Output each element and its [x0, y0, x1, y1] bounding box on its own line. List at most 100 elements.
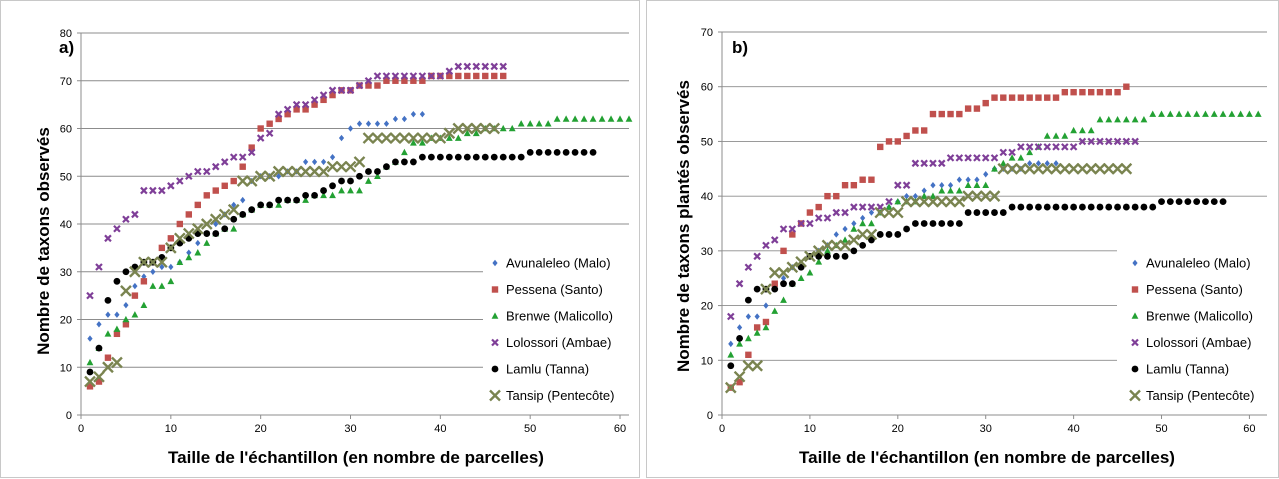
x-axis-title-a: Taille de l'échantillon (en nombre de pa…: [168, 448, 544, 467]
data-point: [868, 236, 875, 244]
data-point: [301, 100, 310, 109]
data-point: [149, 186, 157, 195]
data-point: [955, 187, 963, 194]
data-point: [436, 153, 444, 161]
data-point: [991, 209, 998, 216]
data-point: [1113, 137, 1122, 146]
series-pessena: [86, 72, 507, 390]
data-point: [1026, 203, 1034, 211]
data-point: [120, 285, 132, 297]
data-point: [736, 340, 743, 347]
data-point: [894, 198, 902, 205]
data-point: [920, 127, 928, 134]
data-point: [446, 72, 453, 80]
data-point: [1184, 110, 1192, 117]
data-point: [200, 218, 213, 230]
data-point: [123, 301, 129, 309]
data-point: [302, 196, 309, 203]
data-point: [401, 77, 408, 84]
data-point: [185, 172, 193, 181]
data-point: [302, 158, 309, 166]
data-point: [911, 220, 919, 227]
data-point: [806, 269, 814, 276]
data-point: [122, 315, 130, 323]
data-point: [93, 370, 105, 383]
data-point: [443, 127, 456, 140]
data-point: [1008, 154, 1016, 161]
data-point: [859, 241, 867, 249]
data-point: [132, 282, 138, 290]
chart-panel-a: 0 10 20 30 40 50 60 70 80 0 10 20 30 40 50 60 Avunalele…: [0, 0, 640, 478]
data-point: [371, 132, 384, 144]
data-point: [1087, 88, 1095, 96]
data-point: [885, 203, 893, 210]
data-point: [158, 186, 166, 195]
data-point: [338, 177, 345, 185]
data-point: [517, 120, 525, 127]
data-point: [589, 148, 597, 156]
data-point: [248, 144, 255, 151]
data-point: [176, 258, 184, 265]
data-point: [1158, 198, 1165, 206]
data-point: [1006, 162, 1018, 175]
data-point: [964, 154, 972, 162]
legend-marker: [491, 312, 499, 319]
legend-marker: [1131, 338, 1139, 347]
data-point: [763, 302, 769, 309]
data-point: [1246, 110, 1253, 117]
x-tick-label: 50: [1155, 423, 1167, 435]
data-point: [452, 122, 465, 135]
data-point: [744, 296, 752, 304]
data-point: [211, 162, 220, 171]
y-tick-label: 70: [701, 27, 713, 39]
data-point: [472, 129, 480, 137]
data-point: [571, 148, 579, 156]
data-point: [956, 110, 963, 118]
data-point: [947, 187, 954, 194]
data-point: [841, 236, 849, 243]
data-point: [418, 72, 427, 80]
legend-item: Brenwe (Malicollo): [491, 309, 613, 324]
data-point: [230, 177, 237, 185]
data-point: [284, 196, 292, 204]
data-point: [779, 225, 788, 233]
data-point: [1027, 160, 1033, 167]
data-point: [885, 138, 893, 145]
data-point: [1122, 203, 1130, 211]
data-point: [392, 158, 399, 166]
data-point: [164, 242, 177, 254]
data-point: [1114, 115, 1121, 123]
data-point: [858, 203, 867, 211]
x-tick-label: 20: [892, 423, 904, 435]
data-point: [1193, 110, 1201, 117]
data-point: [156, 256, 168, 269]
data-point: [1094, 162, 1106, 175]
data-point: [347, 186, 354, 194]
series-avunaleleo: [728, 160, 1059, 348]
data-point: [736, 378, 743, 386]
data-point: [195, 239, 201, 247]
data-point: [571, 115, 579, 122]
data-point: [745, 313, 751, 320]
x-tick-label: 50: [524, 423, 536, 435]
data-point: [589, 115, 597, 122]
data-point: [562, 115, 570, 122]
data-point: [221, 225, 229, 233]
data-point: [131, 210, 139, 219]
data-point: [213, 220, 219, 228]
data-point: [84, 375, 96, 388]
data-point: [1067, 162, 1080, 175]
legend-label: Tansip (Pentecôte): [506, 388, 614, 403]
x-tick-label: 30: [980, 423, 992, 435]
data-point: [744, 263, 753, 272]
x-tick-label: 40: [1067, 423, 1079, 435]
data-point: [806, 209, 814, 216]
data-point: [1023, 162, 1036, 175]
data-point: [832, 252, 840, 260]
data-point: [736, 335, 743, 342]
data-point: [353, 156, 366, 168]
data-point: [815, 252, 823, 260]
data-point: [455, 72, 462, 80]
data-point: [129, 265, 141, 278]
data-point: [797, 274, 805, 282]
